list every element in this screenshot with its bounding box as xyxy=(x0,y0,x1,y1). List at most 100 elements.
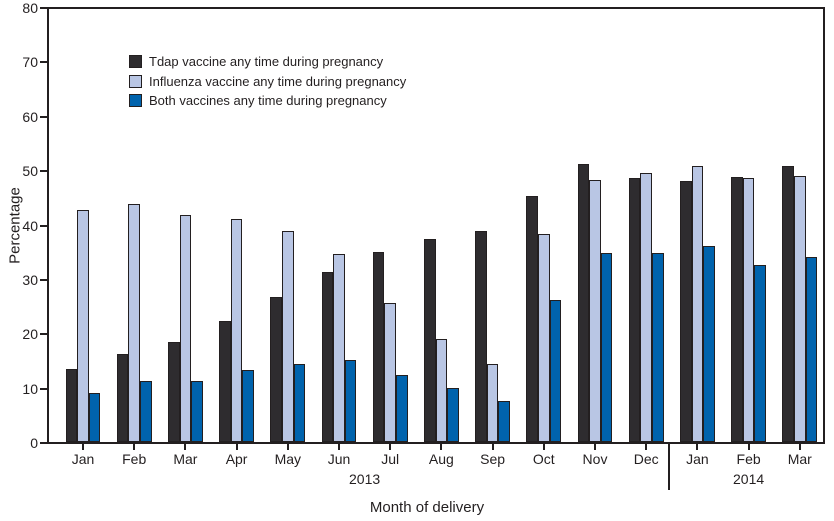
x-tick-mark xyxy=(133,444,136,450)
bar xyxy=(191,380,203,442)
bar xyxy=(782,165,794,442)
legend-swatch xyxy=(129,55,142,69)
y-tick-label: 0 xyxy=(30,435,38,451)
bar xyxy=(321,272,334,442)
bar xyxy=(577,163,590,442)
x-tick-label-month: Aug xyxy=(428,451,454,467)
bar xyxy=(435,338,448,442)
bar xyxy=(742,178,755,442)
x-tick-mark xyxy=(235,444,238,450)
bar xyxy=(754,264,766,442)
x-axis-title: Month of delivery xyxy=(369,499,485,516)
y-tick-mark xyxy=(40,278,47,281)
x-axis-line xyxy=(47,442,825,444)
bar xyxy=(805,256,818,442)
x-tick-label-month: Apr xyxy=(225,451,248,467)
x-tick-label-month: Jun xyxy=(327,451,351,467)
legend-item: Both vaccines any time during pregnancy xyxy=(129,91,406,110)
bar xyxy=(486,363,499,442)
y-tick-mark xyxy=(40,224,47,227)
x-tick-mark xyxy=(286,444,289,450)
bar xyxy=(549,299,562,442)
x-tick-mark xyxy=(747,444,750,450)
bar xyxy=(703,246,715,442)
x-tick-label-month: Jul xyxy=(381,451,400,467)
plot-top-spine xyxy=(47,7,825,9)
x-tick-mark xyxy=(338,444,340,450)
y-tick-label: 40 xyxy=(22,217,38,234)
legend-label: Influenza vaccine any time during pregna… xyxy=(149,73,407,89)
bar xyxy=(372,251,385,442)
bar xyxy=(794,176,806,442)
bar xyxy=(333,253,345,442)
y-tick-mark xyxy=(40,61,47,64)
bar xyxy=(242,370,254,442)
y-tick-mark xyxy=(40,333,47,336)
x-tick-mark xyxy=(440,444,443,450)
bar xyxy=(589,179,601,442)
x-tick-label-month: Sep xyxy=(480,451,506,467)
bar xyxy=(680,181,692,442)
x-tick-mark xyxy=(491,444,494,450)
x-tick-label-month: Nov xyxy=(582,451,608,467)
bar xyxy=(396,375,408,442)
x-tick-mark xyxy=(594,444,596,450)
y-tick-mark xyxy=(40,115,47,118)
y-tick-label: 70 xyxy=(22,54,38,71)
bar xyxy=(65,368,78,442)
x-tick-mark xyxy=(389,444,392,450)
bar xyxy=(140,380,152,442)
bar xyxy=(116,353,129,442)
bar xyxy=(447,387,459,442)
x-tick-mark xyxy=(645,444,648,450)
bar xyxy=(731,176,743,442)
bar xyxy=(640,173,652,442)
y-axis-title: Percentage xyxy=(6,187,24,264)
bar xyxy=(424,239,436,442)
y-tick-label: 50 xyxy=(22,163,38,180)
bar xyxy=(179,214,192,442)
legend-item: Tdap vaccine any time during pregnancy xyxy=(129,52,406,71)
legend-label: Tdap vaccine any time during pregnancy xyxy=(149,54,384,70)
legend-swatch xyxy=(129,93,142,107)
year-label: 2014 xyxy=(733,471,765,487)
x-tick-label-month: Feb xyxy=(122,451,147,467)
legend-label: Both vaccines any time during pregnancy xyxy=(149,92,387,108)
x-tick-label-month: Oct xyxy=(532,451,555,467)
x-tick-mark xyxy=(798,444,801,450)
bar xyxy=(128,203,140,442)
bar xyxy=(344,359,357,442)
x-tick-mark xyxy=(82,444,84,450)
x-tick-label-month: Dec xyxy=(633,451,659,467)
plot-right-spine xyxy=(823,7,825,444)
year-label: 2013 xyxy=(349,471,381,487)
x-tick-label-month: Jan xyxy=(71,451,95,467)
y-tick-mark xyxy=(40,170,47,173)
y-tick-label: 10 xyxy=(22,380,38,397)
y-tick-label: 80 xyxy=(22,0,38,16)
x-tick-label-month: Jan xyxy=(686,451,709,467)
y-tick-mark xyxy=(40,387,47,390)
bar xyxy=(270,297,282,442)
bar xyxy=(77,210,89,442)
bar xyxy=(219,321,231,442)
legend: Tdap vaccine any time during pregnancy In… xyxy=(129,52,406,110)
bar xyxy=(538,233,550,442)
y-tick-label: 60 xyxy=(22,108,38,125)
bar xyxy=(293,364,306,442)
x-tick-label-month: Mar xyxy=(787,451,812,467)
bar xyxy=(282,231,294,442)
y-tick-mark xyxy=(40,442,47,444)
bar xyxy=(475,231,487,442)
bar xyxy=(498,401,510,442)
bar xyxy=(384,303,396,442)
x-tick-label-month: Feb xyxy=(736,451,761,467)
y-tick-label: 30 xyxy=(22,271,38,288)
x-tick-mark xyxy=(542,444,545,450)
legend-swatch xyxy=(129,74,142,88)
x-tick-label-month: Mar xyxy=(173,451,198,467)
y-tick-label: 20 xyxy=(22,326,38,343)
legend-item: Influenza vaccine any time during pregna… xyxy=(129,71,406,90)
bar xyxy=(526,196,538,442)
